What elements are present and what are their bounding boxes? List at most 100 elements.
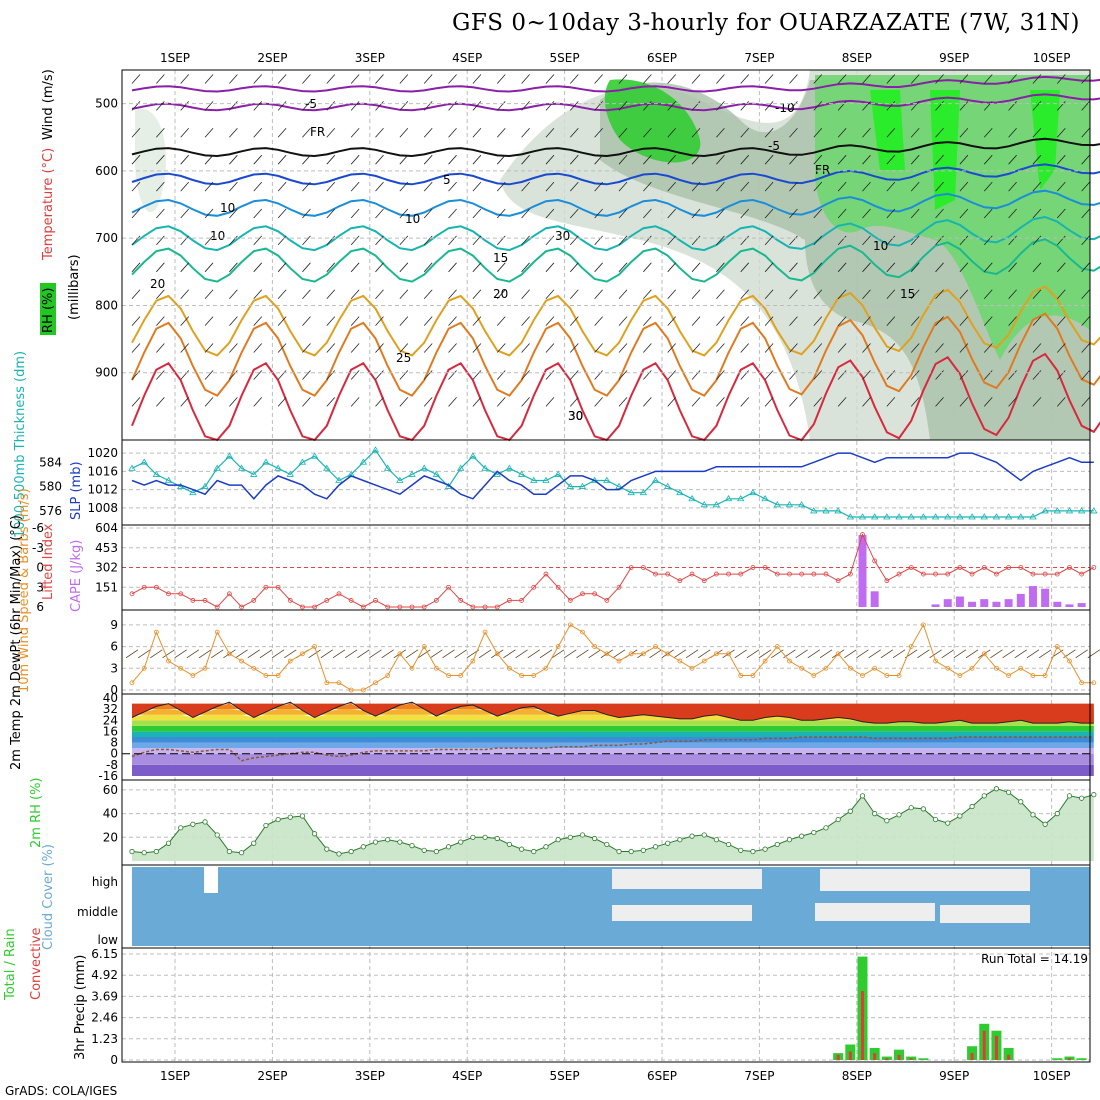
contour-35 [131,352,1100,442]
temp-band [132,764,1094,776]
wind-barb [789,181,798,192]
cape-bar [931,604,940,607]
contour-label: 20 [493,287,508,301]
x-tick-label-bottom: 4SEP [452,1069,482,1083]
cape-bar [1065,604,1074,607]
wind-barb [935,316,944,326]
wind10-barb [271,649,285,659]
wind-tick: 3 [110,661,118,675]
wind-barb [813,343,823,353]
wind-barb [764,181,774,192]
wind-barb [594,154,603,165]
lifted-index-marker [847,571,853,577]
x-tick-label-top: 9SEP [939,51,969,65]
wind-barb [886,316,896,326]
rh-marker [1054,811,1060,817]
wind10-marker [202,665,208,671]
wind-barb [302,235,311,246]
wind-barb [691,128,701,138]
wind-barb [594,235,603,246]
wind-barb [131,208,141,219]
lifted-index-marker [543,571,549,577]
temp-band [132,731,1094,737]
wind-barb [716,343,725,353]
wind-barb [448,316,457,326]
lifted-index-marker [920,571,926,577]
wind-barb [959,181,969,192]
rh-marker [1091,792,1097,798]
wind-barb [740,235,750,246]
wind10-marker [275,673,281,678]
wind-barb [789,74,798,84]
wind-barb [691,343,701,353]
rh-marker [677,837,683,843]
contour-label: -5 [305,97,317,111]
wind-barb [1081,128,1090,138]
wind-barb [326,101,336,111]
wind-barb [983,101,993,111]
wind-barb [399,128,409,138]
rh-marker [226,848,232,855]
contour-label: FR [815,163,830,177]
wind-barb [448,101,457,111]
wind-barb [1008,181,1017,192]
wind-barb [618,343,628,353]
cape-bar [980,599,989,607]
wind-barb [837,370,847,380]
cape-bar [1077,603,1086,607]
wind-barb [983,289,993,299]
wind10-barb [527,649,540,659]
wind-barb [399,316,409,326]
lifted-index-marker [604,598,610,603]
wind-barb [521,181,530,192]
wind-barb [399,370,409,380]
thickness-tick: 584 [39,455,62,469]
precip-convective-bar [873,1053,877,1060]
wind-barb [423,208,433,219]
wind-barb [545,208,555,219]
wind-barb [204,74,214,84]
rh-marker [652,844,659,850]
wind-barb [667,128,676,138]
wind-barb [910,101,920,111]
wind-barb [691,181,701,192]
cloud-tick: high [92,875,118,889]
wind10-marker [397,651,403,657]
wind-barb [423,101,433,111]
wind-barb [545,397,555,407]
wind-barb [594,128,603,138]
wind-barb [131,397,141,407]
wind-barb [399,181,409,192]
wind-barb [935,154,944,165]
wind-barb [399,208,409,219]
y-label-millibars: (millibars) [67,254,82,320]
wind-barb [886,262,896,273]
wind10-marker [446,673,451,678]
thickness-marker [1053,507,1062,514]
wind-barb [862,370,871,380]
wind-barb [983,208,993,219]
lifted-index-marker [714,571,719,577]
lifted-index-marker [507,598,512,603]
wind-barb [302,370,311,380]
precip-convective-bar [836,1054,840,1060]
wind10-barb [649,649,662,659]
wind-barb [886,154,896,165]
wind10-marker [507,665,512,671]
wind-barb [910,343,920,353]
wind-barb [472,181,482,192]
wind-barb [156,101,165,111]
wind-barb [764,262,774,273]
wind-barb [740,101,750,111]
wind10-marker [701,658,707,664]
wind-barb [570,154,579,165]
wind10-barb [758,649,772,659]
wind-barb [545,343,555,353]
thickness-marker [396,476,404,483]
wind10-marker [580,629,585,635]
thickness-marker [469,452,477,459]
wind-barb [643,316,652,326]
wind10-marker [348,687,354,693]
x-tick-label-top: 2SEP [257,51,287,65]
rh-marker [458,839,464,845]
